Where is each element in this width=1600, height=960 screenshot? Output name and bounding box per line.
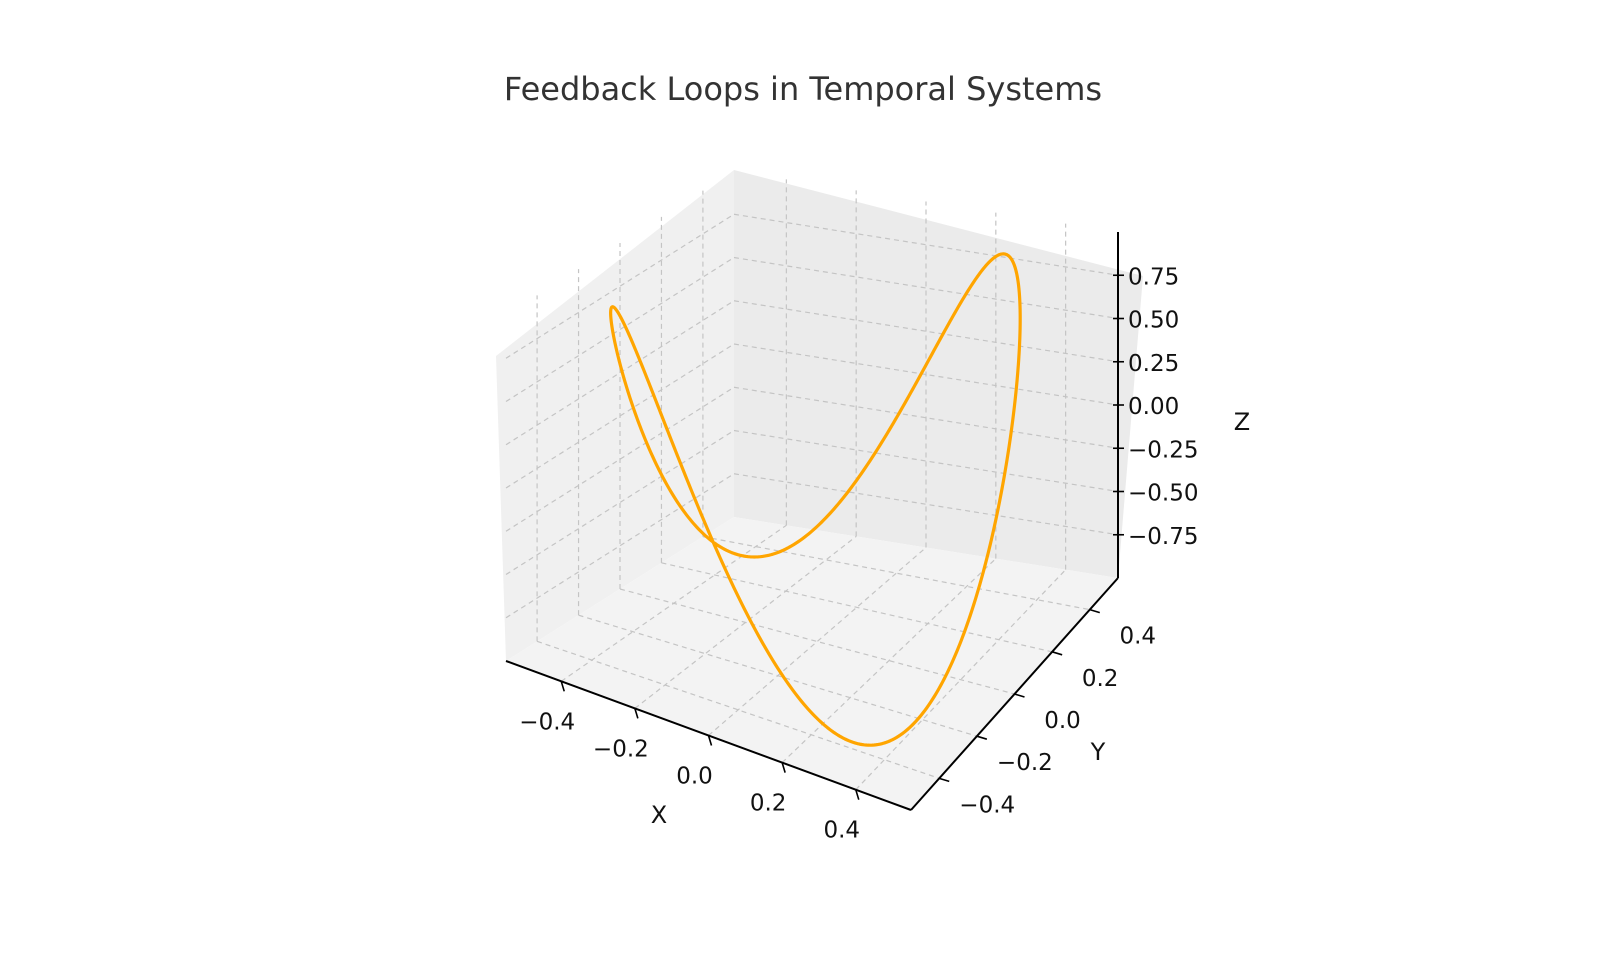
grid-line-back-z [733,473,1119,536]
y-tick-label: −0.4 [959,792,1015,818]
grid-line-back-z [733,386,1119,449]
z-tick-label: −0.75 [1128,524,1198,550]
grid-lines [505,179,1119,791]
y-tick-label: −0.2 [997,750,1053,776]
grid-line-floor-y [702,536,1090,611]
y-tick-mark [1089,608,1101,614]
x-tick-mark [560,681,565,692]
z-tick-label: 0.00 [1128,394,1179,420]
y-axis-label: Y [1090,738,1106,766]
y-tick-mark [938,777,950,783]
x-axis-label: X [651,801,667,829]
y-tick-mark [1051,651,1063,656]
grid-line-floor-x [708,547,927,736]
grid-line-floor-x [781,558,997,764]
grid-line-back-z [733,213,1119,276]
grid-line-floor-y [661,562,1053,653]
z-tick-label: 0.75 [1128,264,1179,290]
x-tick-label: −0.4 [519,709,575,735]
grid-line-back-z [733,343,1119,406]
x-tick-mark [634,708,639,719]
y-tick-label: 0.2 [1082,666,1119,692]
back-pane [734,170,1143,578]
z-tick-label: −0.25 [1128,437,1198,463]
grid-line-back-z [733,256,1119,320]
chart-title: Feedback Loops in Temporal Systems [504,70,1102,108]
series-0-curve [609,252,1022,747]
z-tick-label: 0.50 [1128,308,1179,334]
grid-line-back-z [733,300,1119,363]
x-tick-label: 0.0 [676,764,713,790]
x-tick-label: 0.2 [750,791,787,817]
tick-labels: −0.4−0.20.00.20.4−0.4−0.20.00.20.4−0.75−… [519,264,1198,843]
grid-line-floor-x [634,535,857,709]
axes-panes [496,170,1143,810]
z-tick-label: 0.25 [1128,351,1179,377]
grid-line-back-z [733,429,1119,493]
grid-line-floor-y [578,614,978,737]
curve-layer [609,252,1022,747]
tick-marks [560,274,1124,800]
grid-line-floor-y [536,640,940,779]
y-tick-label: 0.4 [1119,624,1156,650]
grid-line-floor-x [855,569,1067,791]
x-tick-mark [855,789,860,800]
z-tick-label: −0.50 [1128,481,1198,507]
y-tick-label: 0.0 [1044,708,1081,734]
z-axis-label: Z [1234,408,1250,436]
floor-pane [506,517,1118,810]
y-tick-mark [976,735,988,740]
x-tick-label: 0.4 [823,818,860,844]
x-tick-mark [781,762,786,773]
x-tick-label: −0.2 [593,736,649,762]
x-tick-mark [707,735,713,746]
left-pane [496,170,734,661]
y-tick-mark [1014,693,1025,698]
